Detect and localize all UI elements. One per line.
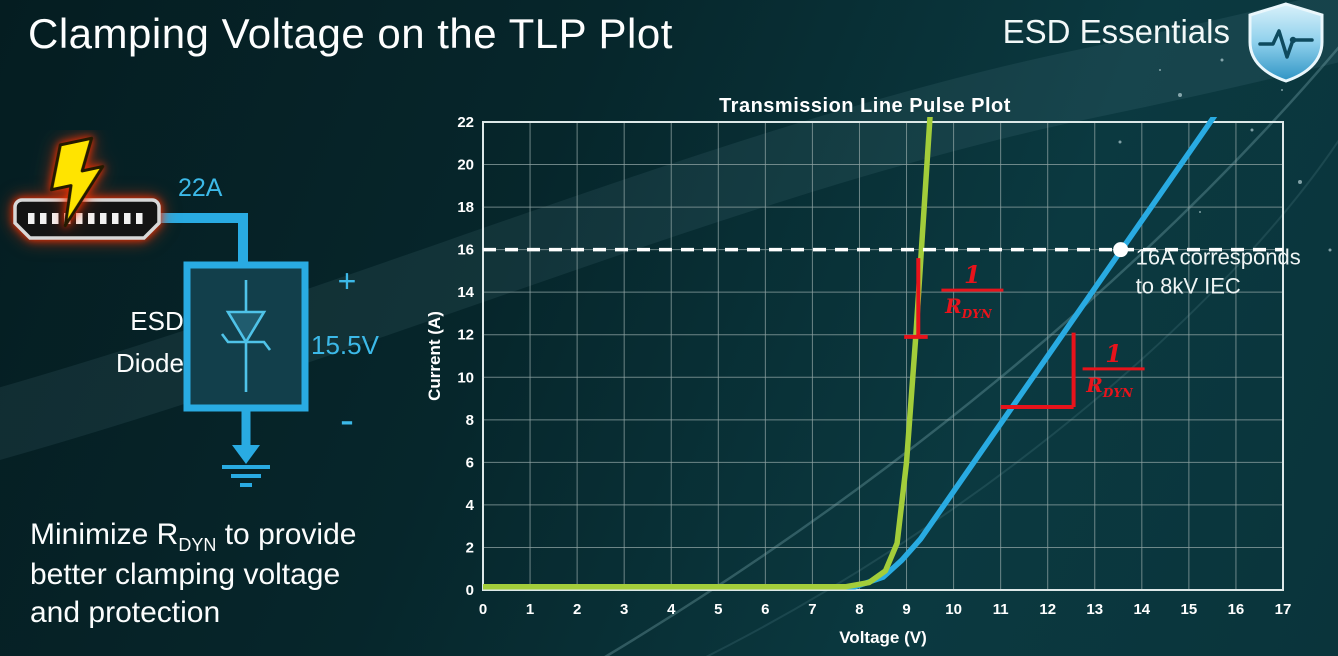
footer-line-3: and protection (30, 595, 221, 629)
y-tick-label: 18 (457, 199, 474, 216)
y-tick-label: 0 (466, 582, 474, 599)
lightning-bolt-icon (49, 136, 105, 228)
y-tick-label: 20 (457, 157, 474, 174)
x-tick-label: 3 (620, 601, 628, 618)
x-tick-label: 16 (1228, 601, 1245, 618)
chart-title: Transmission Line Pulse Plot (719, 95, 1011, 117)
rdyn-fraction-numerator: 1 (964, 260, 981, 289)
tlp-chart: 0 1 2 3 4 5 6 7 8 9 10 11 12 13 14 15 16 1702468101214161… (425, 95, 1301, 647)
series-curve-1 (483, 117, 933, 590)
y-tick-label: 2 (466, 539, 474, 556)
x-tick-label: 1 (526, 601, 534, 618)
surge-diagram: 22A ESD Diode + 15.5V - (13, 136, 380, 487)
x-tick-label: 12 (1039, 601, 1056, 618)
surge-current-label: 22A (178, 174, 223, 202)
x-tick-label: 15 (1181, 601, 1198, 618)
x-tick-label: 9 (902, 601, 910, 618)
y-tick-label: 8 (466, 412, 474, 429)
x-tick-label: 4 (667, 601, 676, 618)
y-tick-label: 10 (457, 369, 474, 386)
y-axis-title: Current (A) (425, 311, 444, 401)
x-tick-label: 0 (479, 601, 487, 618)
x-tick-label: 17 (1275, 601, 1292, 618)
ground-icon (222, 408, 270, 487)
y-tick-label: 14 (457, 284, 474, 301)
x-axis-title: Voltage (V) (839, 628, 927, 647)
plot-border (482, 121, 1284, 591)
polarity-minus-label: - (340, 396, 354, 443)
x-tick-label: 8 (855, 601, 863, 618)
y-tick-label: 22 (457, 114, 474, 131)
rdyn-fraction-denominator: RDYN (944, 294, 993, 321)
x-tick-label: 10 (945, 601, 962, 618)
hdmi-connector-icon (13, 198, 161, 240)
y-tick-label: 4 (466, 497, 475, 514)
footer-line-2: better clamping voltage (30, 558, 341, 592)
polarity-plus-label: + (338, 263, 357, 299)
footer-line1-pre: Minimize R (30, 518, 179, 551)
y-tick-label: 16 (457, 242, 474, 259)
x-tick-label: 11 (993, 601, 1009, 618)
x-tick-label: 7 (808, 601, 816, 618)
device-label-line2: Diode (116, 348, 184, 378)
rdyn-fraction-numerator: 1 (1105, 339, 1122, 368)
footer-line-1: Minimize RDYN to provide (30, 516, 460, 556)
x-tick-label: 13 (1086, 601, 1103, 618)
page-title: Clamping Voltage on the TLP Plot (28, 10, 673, 57)
x-tick-label: 2 (573, 601, 581, 618)
y-tick-label: 6 (466, 454, 474, 471)
footer-line1-sub: DYN (178, 535, 217, 555)
iec-annotation-line-1: 16A corresponds (1136, 245, 1301, 270)
brand-text: ESD Essentials (1002, 13, 1230, 50)
x-tick-label: 6 (761, 601, 769, 618)
x-tick-label: 14 (1133, 601, 1150, 618)
shield-logo-icon (1248, 2, 1324, 83)
x-tick-label: 5 (714, 601, 722, 618)
footer-note: Minimize RDYN to provide better clamping… (30, 516, 460, 631)
device-label-line1: ESD (130, 306, 183, 336)
clamp-voltage-label: 15.5V (311, 330, 380, 360)
rdyn-fraction-denominator: RDYN (1085, 373, 1134, 400)
iec-annotation-line-2: to 8kV IEC (1136, 274, 1241, 299)
y-tick-label: 12 (457, 327, 474, 344)
iec-point-marker (1113, 242, 1129, 258)
surge-wire (158, 213, 248, 268)
footer-line1-post: to provide (216, 518, 357, 551)
zener-diode-symbol-icon (220, 280, 272, 392)
